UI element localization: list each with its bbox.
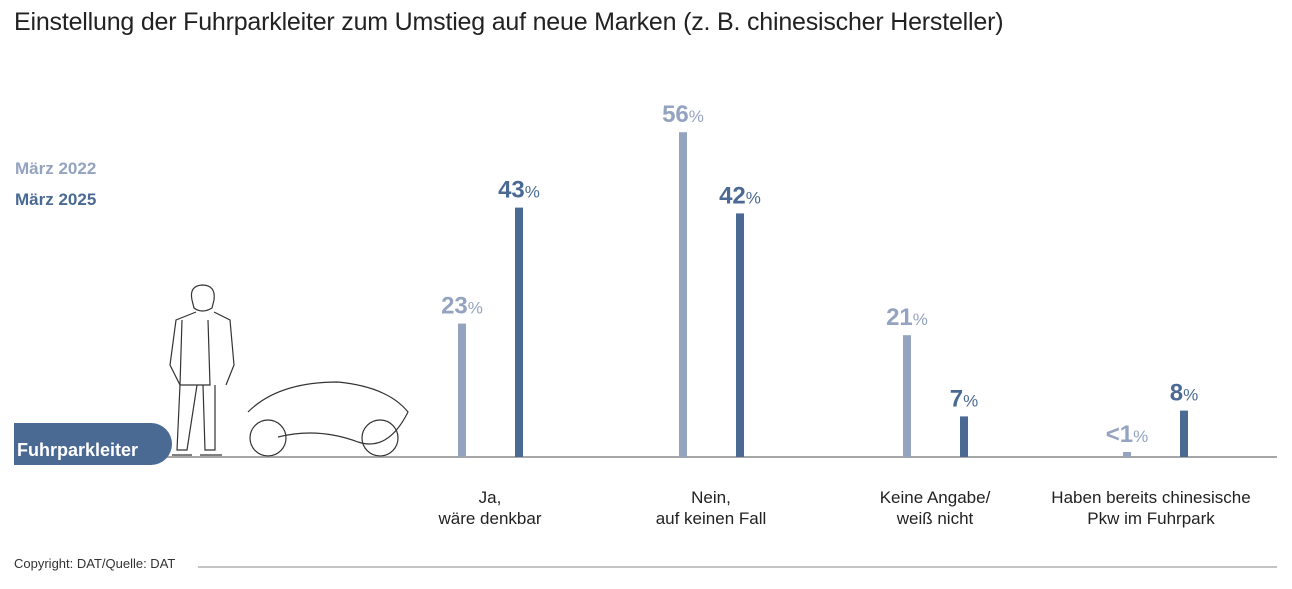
- data-label: <1%: [1106, 421, 1149, 448]
- bar-2025: [515, 207, 523, 457]
- bar-2022: [903, 335, 911, 457]
- category-label: Haben bereits chinesische Pkw im Fuhrpark: [1051, 488, 1251, 528]
- data-label: 21%: [886, 304, 928, 331]
- chart-title: Einstellung der Fuhrparkleiter zum Umsti…: [14, 8, 1004, 36]
- category-label: Nein, auf keinen Fall: [655, 488, 767, 528]
- bar-2025: [960, 416, 968, 457]
- data-label: 23%: [441, 293, 483, 320]
- fuhrparkleiter-badge: Fuhrparkleiter: [14, 423, 172, 465]
- data-label: 8%: [1170, 380, 1198, 407]
- category-label: Keine Angabe/weiß nicht: [879, 488, 991, 528]
- data-label: 42%: [719, 182, 761, 209]
- bar-2022: [679, 132, 687, 457]
- bar-2022: [458, 323, 466, 457]
- legend-item-2022: März 2022: [15, 159, 97, 178]
- legend-item-2025: März 2025: [15, 190, 97, 209]
- bar-2025: [1180, 410, 1188, 457]
- data-label: 7%: [950, 385, 978, 412]
- illustration-person-car: [169, 284, 409, 457]
- category-label: Ja, wäre denkbar: [438, 488, 542, 528]
- bar-2022: [1123, 452, 1131, 457]
- data-label: 43%: [498, 177, 540, 204]
- data-label: 56%: [662, 101, 704, 128]
- copyright: Copyright: DAT/Quelle: DAT: [14, 556, 176, 571]
- bar-2025: [736, 213, 744, 457]
- badge-label: Fuhrparkleiter: [17, 440, 139, 460]
